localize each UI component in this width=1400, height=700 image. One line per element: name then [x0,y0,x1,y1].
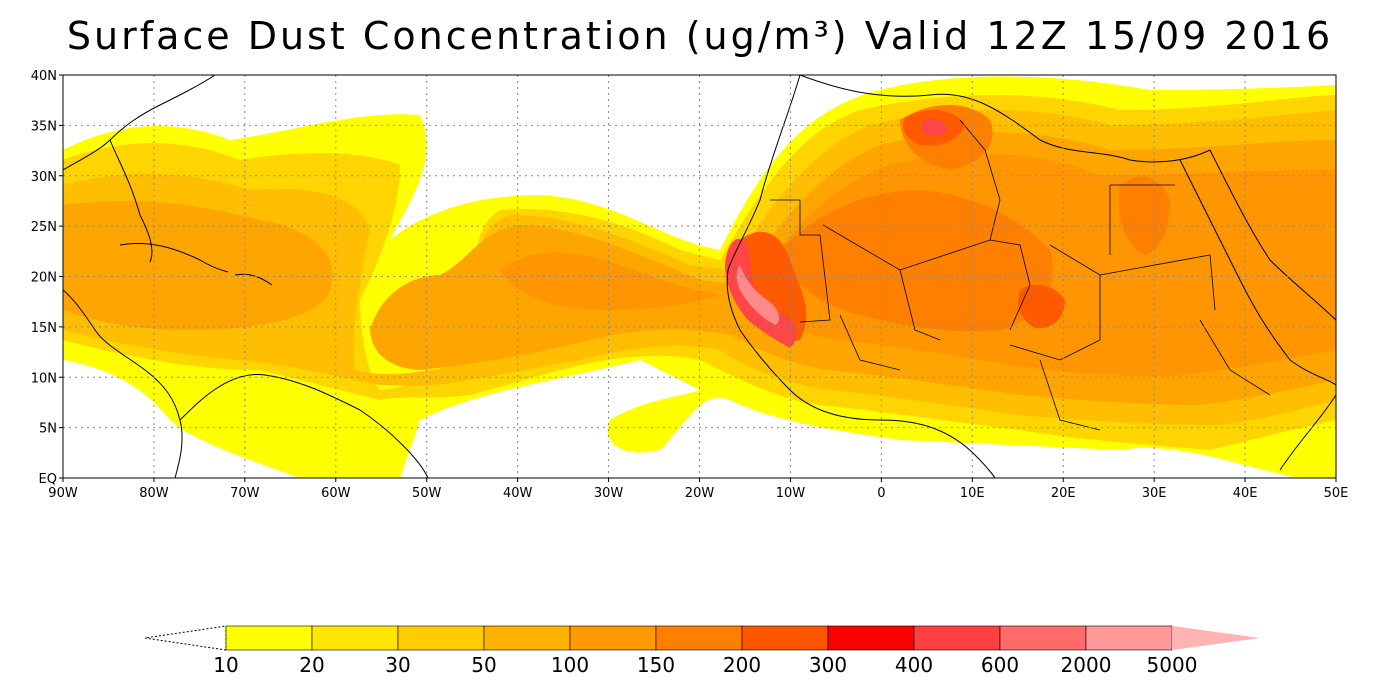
lon-tick-label: 30E [1142,486,1167,501]
coastline-south-america [179,373,429,478]
lat-tick-label: 25N [31,220,57,235]
colorbar-swatch [827,625,915,651]
lon-tick-label: 30W [594,486,624,501]
lat-tick-label: 35N [31,119,57,134]
colorbar-level-label: 100 [551,653,589,677]
lon-tick-label: 0 [877,486,885,501]
colorbar-swatch [483,625,571,651]
colorbar-swatch [655,625,743,651]
colorbar-level-label: 5000 [1147,653,1198,677]
lon-tick-label: 50W [412,486,442,501]
dust-contour-50 [63,200,333,330]
colorbar-level-label: 300 [809,653,847,677]
colorbar: 10 20 30 50 100 150 200 300 400 600 2000 5000 [144,625,1260,677]
colorbar-level-label: 10 [213,653,238,677]
coastline-cuba [119,242,229,273]
dust-contour-200 [1018,284,1065,329]
longitude-axis: 90W 80W 70W 60W 50W 40W 30W 20W 10W 0 10E 20E 30E 40E… [48,478,1348,501]
lon-tick-label: 60W [321,486,351,501]
colorbar-level-label: 20 [299,653,324,677]
colorbar-underflow-arrow [144,625,227,651]
colorbar-level-label: 600 [981,653,1019,677]
lon-tick-label: 40W [503,486,533,501]
dust-contour-600-b [922,118,948,137]
coastline-arabia [1209,149,1336,321]
lon-tick-label: 10W [776,486,806,501]
dust-contour-2000 [736,265,780,325]
colorbar-swatch [397,625,485,651]
colorbar-level-label: 50 [471,653,496,677]
lat-tick-label: EQ [39,472,57,487]
lat-tick-label: 15N [31,321,57,336]
coastline-africa-west [726,75,996,478]
lon-tick-label: 90W [48,486,78,501]
colorbar-level-label: 150 [637,653,675,677]
colorbar-swatch [225,625,313,651]
dust-contour-150 [780,190,1053,332]
lon-tick-label: 80W [139,486,169,501]
coastline-north-america [63,75,216,478]
colorbar-level-label: 200 [723,653,761,677]
lon-tick-label: 40E [1233,486,1258,501]
lon-tick-label: 50E [1324,486,1349,501]
colorbar-swatch [913,625,1001,651]
lon-tick-label: 70W [230,486,260,501]
colorbar-swatch [1085,625,1173,651]
latitude-axis: 40N 35N 30N 25N 20N 15N 10N 5N EQ [31,69,63,487]
lat-tick-label: 40N [31,69,57,84]
dust-contour-100-plume [500,252,720,310]
colorbar-overflow-arrow [1172,626,1260,650]
map-title: Surface Dust Concentration (ug/m³) Valid… [66,14,1334,58]
lat-lon-grid [63,75,1336,478]
coastline-mediterranean [799,75,1211,163]
colorbar-level-label: 30 [385,653,410,677]
colorbar-swatch [741,625,829,651]
colorbar-level-label: 400 [895,653,933,677]
colorbar-swatch [569,625,657,651]
lat-tick-label: 30N [31,170,57,185]
lon-tick-label: 20W [685,486,715,501]
lat-tick-label: 20N [31,271,57,286]
lat-tick-label: 5N [39,422,57,437]
lat-tick-label: 10N [31,371,57,386]
coastline-red-sea [1179,159,1291,361]
colorbar-swatch [311,625,399,651]
lon-tick-label: 20E [1051,486,1076,501]
colorbar-level-label: 2000 [1061,653,1112,677]
lon-tick-label: 10E [960,486,985,501]
coastline-horn-of-africa [1279,359,1336,471]
colorbar-swatch [999,625,1087,651]
dust-contour-150-c [1118,176,1170,255]
